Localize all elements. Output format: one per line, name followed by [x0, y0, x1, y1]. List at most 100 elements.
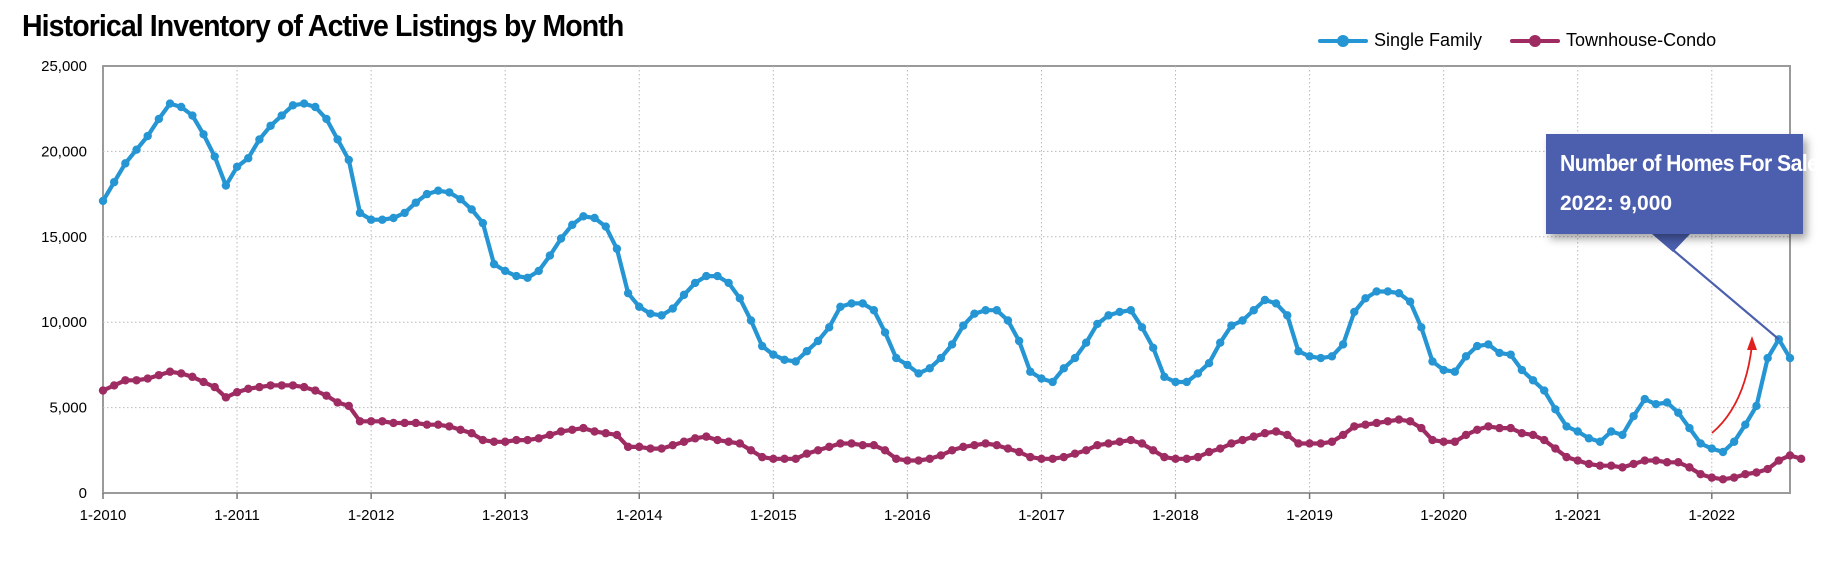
data-point-single-family — [668, 304, 677, 313]
data-point-townhouse-condo — [1148, 446, 1158, 455]
data-point-townhouse-condo — [1394, 415, 1404, 424]
data-point-single-family — [311, 102, 320, 112]
data-point-single-family — [1629, 411, 1638, 421]
data-point-single-family — [1718, 447, 1728, 457]
x-tick-label: 1-2011 — [214, 507, 260, 524]
data-point-townhouse-condo — [1372, 418, 1381, 428]
data-point-single-family — [1327, 352, 1337, 361]
data-point-townhouse-condo — [1707, 473, 1716, 482]
y-tick-label: 20,000 — [41, 143, 87, 160]
data-point-single-family — [601, 222, 610, 231]
data-point-townhouse-condo — [646, 444, 655, 453]
data-point-townhouse-condo — [422, 420, 432, 429]
data-point-townhouse-condo — [724, 437, 733, 446]
data-point-townhouse-condo — [1741, 470, 1750, 479]
data-point-townhouse-condo — [1774, 456, 1784, 465]
data-point-townhouse-condo — [1305, 439, 1314, 448]
data-point-single-family — [266, 121, 275, 130]
data-point-townhouse-condo — [1283, 430, 1292, 440]
data-point-townhouse-condo — [824, 442, 834, 452]
data-point-townhouse-condo — [411, 418, 421, 428]
x-tick-label: 1-2012 — [348, 507, 395, 524]
data-point-townhouse-condo — [366, 417, 376, 426]
data-point-single-family — [925, 364, 934, 373]
data-point-single-family — [1014, 336, 1024, 346]
data-point-single-family — [836, 302, 845, 312]
data-point-single-family — [422, 189, 432, 199]
data-point-single-family — [1137, 323, 1147, 332]
data-point-townhouse-condo — [746, 446, 756, 455]
data-point-single-family — [780, 355, 789, 364]
data-point-single-family — [389, 213, 398, 223]
data-point-single-family — [568, 220, 577, 230]
data-point-townhouse-condo — [1160, 452, 1169, 462]
annotation-line-2: 2022: 9,000 — [1560, 192, 1673, 215]
data-point-townhouse-condo — [255, 382, 264, 392]
data-point-townhouse-condo — [590, 427, 599, 436]
data-point-single-family — [1450, 367, 1460, 376]
chart-title: Historical Inventory of Active Listings … — [22, 8, 624, 43]
data-point-single-family — [959, 321, 968, 330]
data-point-townhouse-condo — [266, 381, 275, 390]
data-point-single-family — [1048, 377, 1057, 387]
data-point-single-family — [1227, 321, 1236, 330]
data-point-townhouse-condo — [836, 439, 845, 448]
data-point-townhouse-condo — [1383, 417, 1393, 426]
x-tick-label: 1-2019 — [1286, 507, 1333, 524]
data-point-single-family — [154, 114, 164, 124]
data-point-single-family — [1495, 348, 1504, 358]
data-point-single-family — [445, 188, 454, 197]
data-point-single-family — [322, 114, 331, 124]
data-point-townhouse-condo — [121, 376, 130, 385]
data-point-single-family — [1528, 376, 1538, 385]
data-point-single-family — [1417, 323, 1426, 332]
data-point-townhouse-condo — [1417, 423, 1426, 433]
data-point-townhouse-condo — [1685, 463, 1694, 472]
data-point-townhouse-condo — [1629, 459, 1638, 469]
data-point-townhouse-condo — [1651, 456, 1661, 465]
data-point-townhouse-condo — [1026, 452, 1035, 462]
data-point-townhouse-condo — [1752, 468, 1761, 477]
data-point-single-family — [1148, 343, 1158, 353]
data-point-townhouse-condo — [668, 440, 677, 450]
data-point-townhouse-condo — [1361, 420, 1370, 429]
data-point-single-family — [188, 111, 197, 120]
callout-leader-line — [1672, 249, 1780, 341]
data-point-single-family — [244, 154, 253, 163]
data-point-townhouse-condo — [1216, 444, 1225, 453]
data-point-single-family — [1685, 423, 1694, 433]
x-tick-label: 1-2016 — [884, 507, 931, 524]
data-point-single-family — [892, 353, 901, 363]
data-point-townhouse-condo — [1350, 422, 1359, 431]
data-point-single-family — [199, 130, 208, 139]
data-point-townhouse-condo — [858, 440, 867, 450]
data-point-single-family — [489, 259, 499, 269]
data-point-single-family — [1204, 358, 1214, 368]
data-point-townhouse-condo — [500, 437, 510, 446]
data-point-single-family — [1741, 420, 1750, 429]
data-point-single-family — [1517, 365, 1527, 375]
data-point-single-family — [880, 328, 890, 337]
data-point-single-family — [1394, 288, 1404, 298]
legend-label-townhouse-condo: Townhouse-Condo — [1566, 30, 1717, 50]
data-point-single-family — [1081, 338, 1091, 347]
data-point-townhouse-condo — [389, 418, 398, 428]
x-tick-label: 1-2020 — [1420, 507, 1467, 524]
data-point-single-family — [400, 208, 409, 218]
data-point-single-family — [1763, 353, 1772, 363]
data-point-townhouse-condo — [1249, 432, 1258, 441]
data-point-single-family — [433, 186, 443, 195]
data-point-single-family — [970, 309, 979, 318]
data-point-single-family — [791, 357, 800, 366]
data-point-single-family — [903, 360, 912, 370]
data-point-townhouse-condo — [1551, 444, 1560, 453]
data-point-single-family — [1484, 340, 1493, 349]
data-point-townhouse-condo — [1238, 435, 1247, 445]
data-point-single-family — [1216, 338, 1225, 347]
x-tick-label: 1-2010 — [80, 507, 127, 524]
data-point-townhouse-condo — [780, 454, 789, 464]
data-point-townhouse-condo — [1316, 439, 1325, 448]
x-tick-label: 1-2018 — [1152, 507, 1199, 524]
data-point-townhouse-condo — [355, 417, 365, 426]
